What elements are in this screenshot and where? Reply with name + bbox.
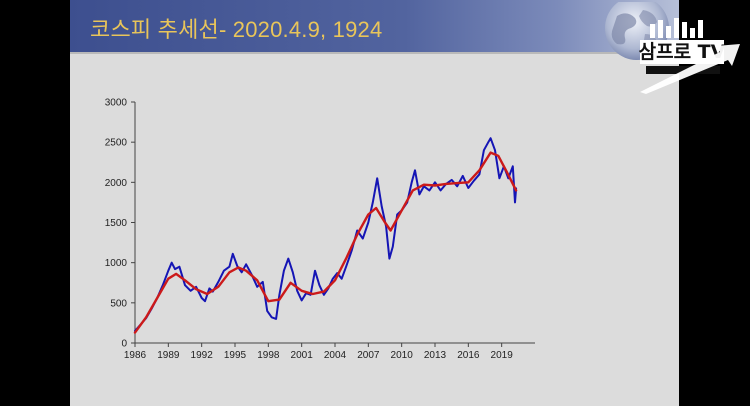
x-tick-label: 2010 xyxy=(391,350,414,361)
x-tick-label: 1995 xyxy=(224,350,247,361)
x-tick-label: 2001 xyxy=(291,350,314,361)
y-tick-label: 1000 xyxy=(105,258,128,269)
y-tick-label: 0 xyxy=(121,339,127,350)
kospi-trend-chart: 0 500 1000 1500 2000 2500 3000 1986 1989 1992 1995… xyxy=(105,98,535,361)
y-tick-label: 500 xyxy=(110,298,127,309)
x-tick-label: 1992 xyxy=(191,350,214,361)
y-tick-label: 1500 xyxy=(105,218,128,229)
y-tick-label: 2000 xyxy=(105,178,128,189)
x-tick-label: 2016 xyxy=(457,350,480,361)
samprotv-logo-icon: 삼프로 TV xyxy=(639,18,740,94)
presentation-slide: 코스피 추세선- 2020.4.9, 1924 0 500 1000 1500 2000… xyxy=(70,0,679,406)
watermark-logo-text: 삼프로 TV xyxy=(639,41,726,63)
x-tick-label: 2019 xyxy=(491,350,514,361)
x-tick-label: 2013 xyxy=(424,350,447,361)
x-tick-label: 2004 xyxy=(324,350,347,361)
x-tick-label: 1998 xyxy=(257,350,280,361)
slide-title: 코스피 추세선- 2020.4.9, 1924 xyxy=(90,17,383,42)
x-tick-label: 1989 xyxy=(157,350,180,361)
kospi-trendline xyxy=(133,151,518,334)
x-tick-label: 2007 xyxy=(357,350,380,361)
x-tick-label: 1986 xyxy=(124,350,147,361)
y-tick-label: 3000 xyxy=(105,98,128,109)
y-tick-label: 2500 xyxy=(105,138,128,149)
kospi-index-line xyxy=(134,137,518,332)
